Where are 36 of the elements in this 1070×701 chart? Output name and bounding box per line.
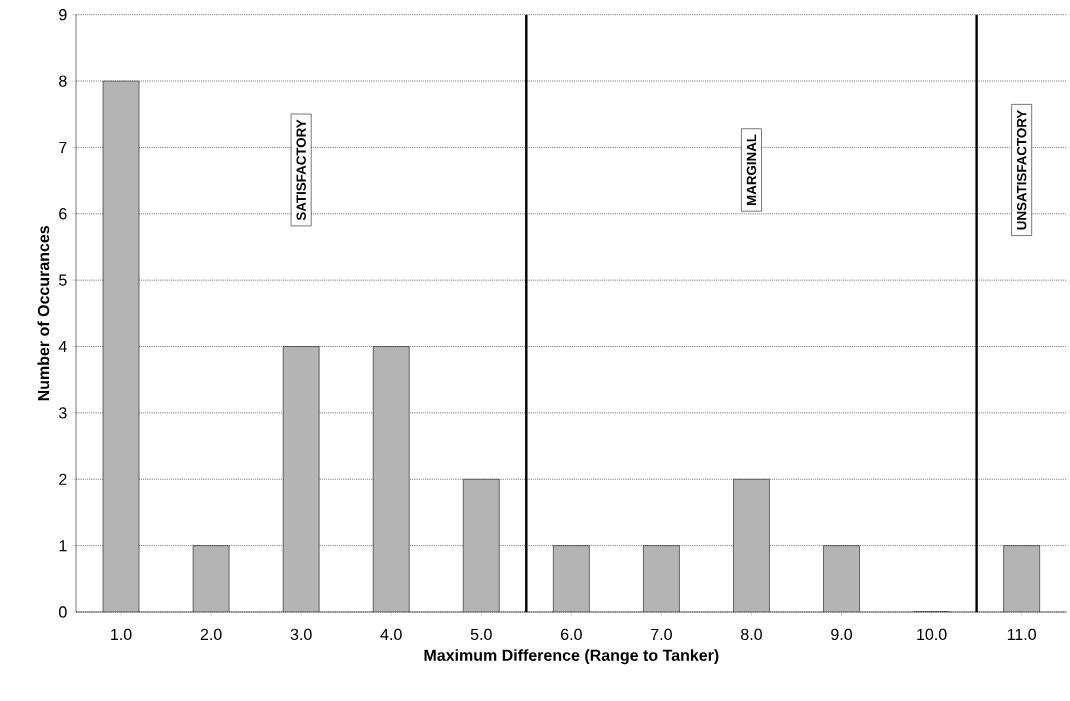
bar [103,81,140,612]
bar [283,346,320,612]
y-tick-label: 7 [59,141,67,153]
x-tick-label: 7.0 [651,628,672,641]
bar [373,346,410,612]
y-tick-label: 1 [59,540,67,552]
bar [463,479,500,612]
bar [823,545,860,612]
y-tick-label: 4 [58,341,67,353]
x-tick-label: 5.0 [470,628,492,641]
bar [643,545,680,612]
bar [733,479,770,612]
y-tick-label: 9 [59,9,67,21]
annotation: UNSATISFACTORY [1016,109,1027,230]
x-tick-label: 1.0 [111,628,132,641]
bar [1003,545,1040,612]
annotation: MARGINAL [746,134,757,205]
x-tick-label: 10.0 [917,628,947,641]
bar [553,545,590,612]
x-tick-label: 2.0 [200,628,222,641]
x-tick-label: 8.0 [741,628,762,641]
y-tick-label: 8 [59,75,67,87]
x-tick-label: 11.0 [1007,628,1037,641]
x-tick-label: 9.0 [831,628,853,641]
bar [193,545,230,612]
x-tick-label: 4.0 [380,628,402,641]
y-tick-label: 3 [59,407,67,419]
x-tick-label: 6.0 [561,628,582,641]
y-tick-label: 6 [59,208,67,220]
y-tick-label: 5 [59,274,67,286]
y-axis-title: Number of Occurances [37,225,50,401]
x-axis-title: Maximum Difference (Range to Tanker) [424,649,719,665]
x-tick-label: 3.0 [290,628,312,641]
y-tick-label: 2 [59,473,67,485]
y-tick-label: 0 [59,606,67,618]
annotation: SATISFACTORY [296,119,306,221]
